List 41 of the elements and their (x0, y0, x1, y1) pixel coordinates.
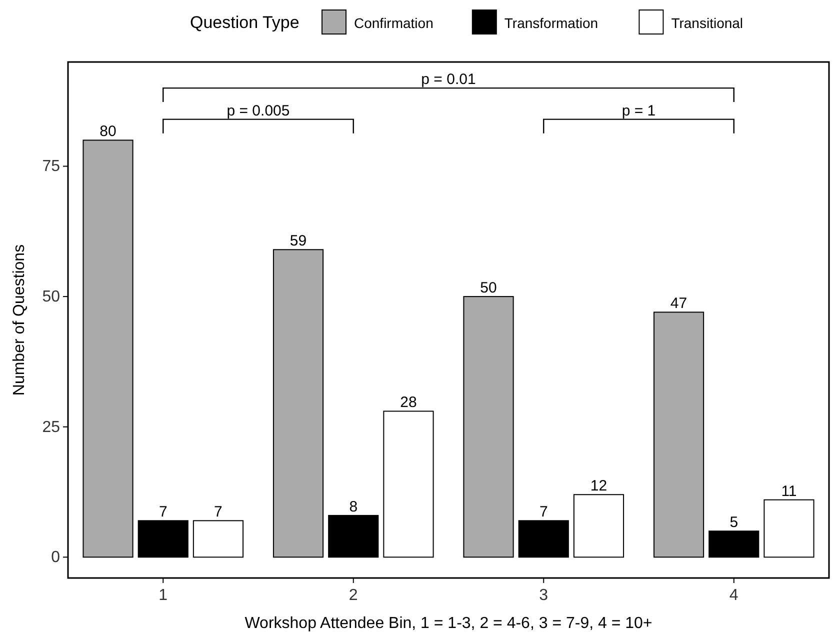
legend-title: Question Type (190, 13, 300, 32)
bar (573, 494, 624, 558)
x-tick-label: 1 (158, 587, 168, 604)
x-tick-label: 4 (729, 587, 738, 604)
bar (708, 530, 760, 558)
data-label: 7 (214, 504, 222, 521)
y-axis-title: Number of Questions (11, 244, 28, 396)
legend-label: Transitional (671, 15, 744, 31)
data-label: 12 (590, 478, 608, 495)
data-label: 50 (480, 280, 497, 297)
bar (192, 520, 244, 558)
bar (463, 296, 514, 558)
x-tick-label: 2 (348, 587, 358, 604)
bar (383, 410, 434, 558)
annotation: p = 1 (622, 102, 656, 120)
data-label: 28 (400, 394, 417, 412)
y-tick-label: 75 (42, 158, 60, 176)
y-tick-label: 50 (42, 288, 60, 306)
y-tick-label: 0 (51, 549, 60, 566)
legend-label: Transformation (504, 15, 598, 31)
y-tick-label: 25 (42, 418, 60, 436)
bar (653, 312, 704, 558)
bar (82, 140, 134, 558)
bar (328, 514, 379, 558)
x-tick-label: 3 (539, 587, 548, 604)
x-axis-title: Workshop Attendee Bin, 1 = 1-3, 2 = 4-6, 3 = 7-9, 4 = 10+ (244, 615, 652, 632)
bar (518, 520, 569, 558)
data-label: 8 (349, 498, 358, 516)
data-label: 80 (100, 123, 116, 140)
bar (764, 499, 814, 558)
bar (138, 520, 188, 558)
data-label: 5 (730, 514, 738, 532)
data-label: 11 (781, 482, 797, 500)
data-label: 7 (158, 504, 168, 521)
annotation: p = 0.01 (421, 71, 476, 88)
legend-label: Confirmation (354, 15, 434, 31)
bar (272, 249, 324, 558)
data-label: 47 (670, 295, 688, 312)
data-label: 7 (539, 504, 548, 521)
annotation: p = 0.005 (226, 102, 290, 120)
data-label: 59 (290, 232, 307, 250)
